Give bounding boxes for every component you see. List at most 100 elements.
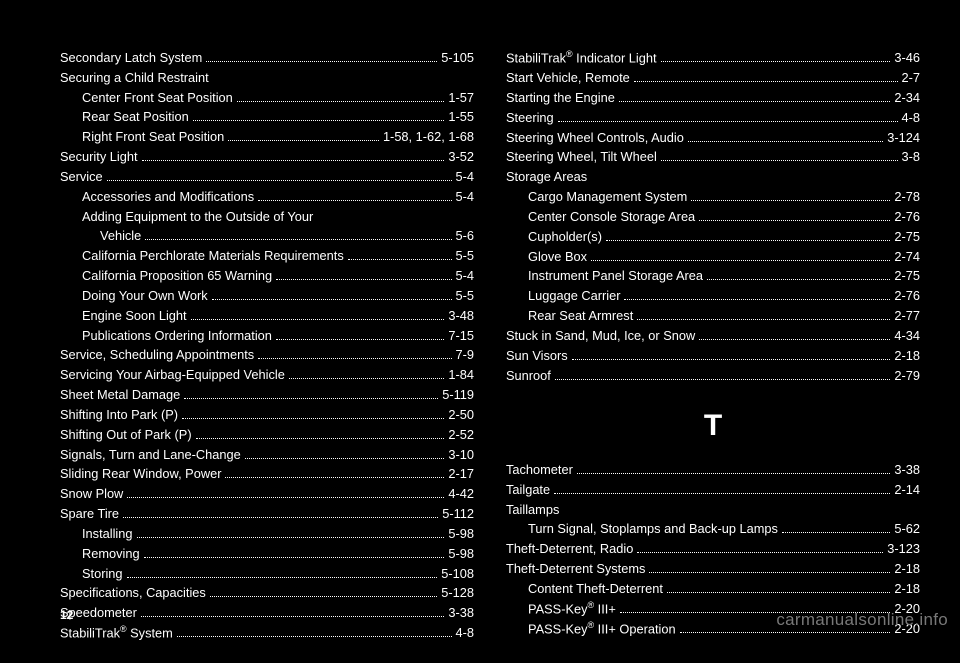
entry-label: Steering Wheel, Tilt Wheel xyxy=(506,147,657,167)
index-entry: StabiliTrak® Indicator Light3-46 xyxy=(506,48,920,68)
leader-dots xyxy=(661,152,898,161)
leader-dots xyxy=(577,465,891,474)
page-ref: 2-18 xyxy=(894,346,920,366)
page-ref: 5-62 xyxy=(894,519,920,539)
page-ref: 5-112 xyxy=(442,504,474,524)
index-entry: Service5-4 xyxy=(60,167,474,187)
page-ref: 5-119 xyxy=(442,385,474,405)
page-ref: 1-57 xyxy=(448,88,474,108)
page-ref: 2-18 xyxy=(894,559,920,579)
page-ref: 4-8 xyxy=(902,108,921,128)
leader-dots xyxy=(558,113,898,122)
entry-label: Center Front Seat Position xyxy=(82,88,233,108)
entry-label: Secondary Latch System xyxy=(60,48,202,68)
watermark: carmanualsonline.info xyxy=(776,610,948,630)
leader-dots xyxy=(637,311,890,320)
page-ref: 2-76 xyxy=(894,286,920,306)
index-entry: Sheet Metal Damage5-119 xyxy=(60,385,474,405)
page-ref: 3-46 xyxy=(894,48,920,68)
page-ref: 5-108 xyxy=(441,564,474,584)
page-ref: 3-123 xyxy=(887,539,920,559)
entry-label: StabiliTrak® System xyxy=(60,623,173,643)
index-entry: Sun Visors2-18 xyxy=(506,346,920,366)
index-entry: Theft-Deterrent, Radio3-123 xyxy=(506,539,920,559)
page-ref: 2-77 xyxy=(894,306,920,326)
leader-dots xyxy=(554,485,890,494)
leader-dots xyxy=(782,524,890,533)
leader-dots xyxy=(699,331,890,340)
page-ref: 2-17 xyxy=(448,464,474,484)
leader-dots xyxy=(661,53,891,62)
index-entry: Publications Ordering Information7-15 xyxy=(60,326,474,346)
leader-dots xyxy=(707,271,890,280)
leader-dots xyxy=(107,172,452,181)
page-ref: 5-5 xyxy=(456,286,475,306)
index-entry: Signals, Turn and Lane-Change3-10 xyxy=(60,445,474,465)
page-ref: 2-14 xyxy=(894,480,920,500)
index-entry: Theft-Deterrent Systems2-18 xyxy=(506,559,920,579)
index-entry: StabiliTrak® System 4-8 xyxy=(60,623,474,643)
index-entry: Specifications, Capacities5-128 xyxy=(60,583,474,603)
leader-dots xyxy=(145,232,451,241)
index-entry: Storing5-108 xyxy=(60,564,474,584)
entry-label: Engine Soon Light xyxy=(82,306,187,326)
leader-dots xyxy=(191,311,445,320)
index-entry: Taillamps xyxy=(506,500,920,520)
page-ref: 3-8 xyxy=(902,147,921,167)
page-ref: 2-74 xyxy=(894,247,920,267)
leader-dots xyxy=(555,371,891,380)
page-ref: 5-5 xyxy=(456,246,475,266)
entry-label: Right Front Seat Position xyxy=(82,127,224,147)
entry-label: Sliding Rear Window, Power xyxy=(60,464,221,484)
entry-label: Luggage Carrier xyxy=(528,286,620,306)
page-ref: 4-34 xyxy=(894,326,920,346)
page-ref: 2-75 xyxy=(894,227,920,247)
index-entry: Cargo Management System2-78 xyxy=(506,187,920,207)
entry-label: Doing Your Own Work xyxy=(82,286,208,306)
leader-dots xyxy=(258,192,451,201)
leader-dots xyxy=(127,569,438,578)
index-entry: Service, Scheduling Appointments7-9 xyxy=(60,345,474,365)
page-ref: 3-124 xyxy=(887,128,920,148)
entry-label: Tailgate xyxy=(506,480,550,500)
index-entry: Luggage Carrier 2-76 xyxy=(506,286,920,306)
leader-dots xyxy=(634,73,898,82)
entry-label: Start Vehicle, Remote xyxy=(506,68,630,88)
entry-label: Signals, Turn and Lane-Change xyxy=(60,445,241,465)
index-entry: Speedometer3-38 xyxy=(60,603,474,623)
section-letter: T xyxy=(506,403,920,450)
leader-dots xyxy=(142,152,445,161)
entry-label: Rear Seat Armrest xyxy=(528,306,633,326)
leader-dots xyxy=(225,469,444,478)
page-number: 12 xyxy=(60,608,73,622)
page-ref: 2-50 xyxy=(448,405,474,425)
right-top-block: StabiliTrak® Indicator Light3-46Start Ve… xyxy=(506,48,920,385)
leader-dots xyxy=(699,212,890,221)
entry-label: Accessories and Modifications xyxy=(82,187,254,207)
page-ref: 4-8 xyxy=(456,623,475,643)
index-entry: Securing a Child Restraint xyxy=(60,68,474,88)
entry-label: Removing xyxy=(82,544,140,564)
page-ref: 5-4 xyxy=(456,167,475,187)
entry-label: Steering Wheel Controls, Audio xyxy=(506,128,684,148)
index-entry: Starting the Engine2-34 xyxy=(506,88,920,108)
entry-label: Taillamps xyxy=(506,500,559,520)
entry-label: Securing a Child Restraint xyxy=(60,68,209,88)
index-entry: Glove Box2-74 xyxy=(506,247,920,267)
entry-label: Installing xyxy=(82,524,133,544)
entry-label: Content Theft-Deterrent xyxy=(528,579,663,599)
leader-dots xyxy=(182,410,444,419)
page-ref: 4-42 xyxy=(448,484,474,504)
entry-label: Spare Tire xyxy=(60,504,119,524)
index-entry: Center Front Seat Position 1-57 xyxy=(60,88,474,108)
entry-label: Center Console Storage Area xyxy=(528,207,695,227)
page-ref: 2-75 xyxy=(894,266,920,286)
leader-dots xyxy=(591,252,890,261)
index-entry: Shifting Out of Park (P)2-52 xyxy=(60,425,474,445)
leader-dots xyxy=(212,291,452,300)
index-entry: Vehicle5-6 xyxy=(60,226,474,246)
entry-label: Service, Scheduling Appointments xyxy=(60,345,254,365)
index-entry: Steering Wheel, Tilt Wheel 3-8 xyxy=(506,147,920,167)
index-entry: Servicing Your Airbag-Equipped Vehicle1-… xyxy=(60,365,474,385)
leader-dots xyxy=(637,544,883,553)
